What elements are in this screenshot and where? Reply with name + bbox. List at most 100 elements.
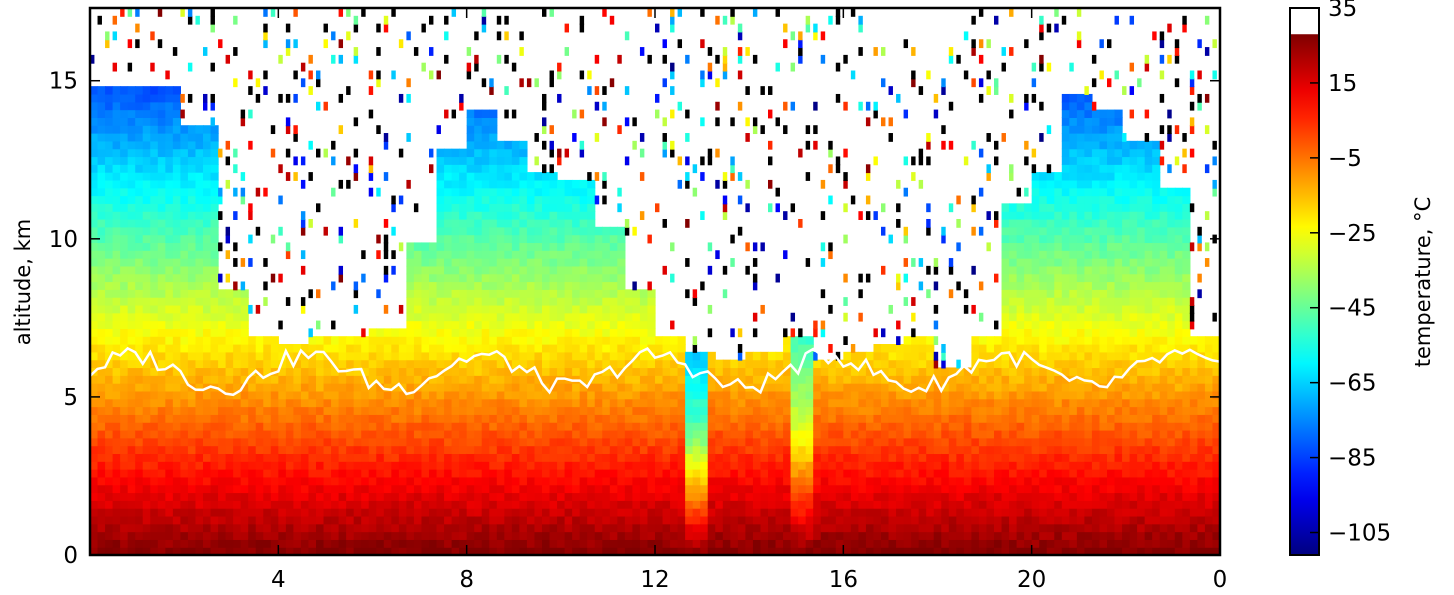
heatmap-cell xyxy=(413,273,423,283)
noise-cell xyxy=(127,62,133,72)
noise-cell xyxy=(926,203,931,213)
heatmap-cell xyxy=(127,390,136,400)
heatmap-cell xyxy=(90,344,99,353)
noise-cell xyxy=(662,148,667,158)
heatmap-cell xyxy=(112,250,121,259)
heatmap-cell xyxy=(896,344,905,353)
heatmap-cell xyxy=(572,500,581,509)
heatmap-cell xyxy=(504,414,513,423)
heatmap-cell xyxy=(828,539,837,548)
heatmap-cell xyxy=(255,422,264,431)
noise-cell xyxy=(436,125,441,135)
heatmap-cell xyxy=(542,539,551,548)
heatmap-cell xyxy=(685,414,694,423)
heatmap-cell xyxy=(496,289,505,298)
heatmap-cell xyxy=(632,500,641,509)
heatmap-cell xyxy=(157,172,166,181)
heatmap-cell xyxy=(624,515,633,525)
heatmap-cell xyxy=(587,367,596,376)
heatmap-cell xyxy=(120,226,129,236)
heatmap-cell xyxy=(489,265,498,275)
heatmap-cell xyxy=(308,398,317,408)
heatmap-cell xyxy=(572,281,581,290)
noise-cell xyxy=(300,265,306,275)
heatmap-cell xyxy=(624,539,633,548)
heatmap-cell xyxy=(187,234,197,244)
heatmap-cell xyxy=(316,344,325,353)
heatmap-cell xyxy=(361,523,370,533)
noise-cell xyxy=(285,125,291,135)
heatmap-cell xyxy=(474,187,483,197)
noise-cell xyxy=(685,156,690,166)
heatmap-cell xyxy=(594,242,603,251)
heatmap-cell xyxy=(218,344,227,353)
heatmap-cell xyxy=(451,328,460,337)
noise-cell xyxy=(391,70,396,80)
heatmap-cell xyxy=(383,492,392,501)
heatmap-cell xyxy=(519,273,528,283)
heatmap-cell xyxy=(820,476,829,486)
heatmap-cell xyxy=(225,359,234,369)
noise-cell xyxy=(293,133,298,142)
heatmap-cell xyxy=(519,218,528,228)
noise-cell xyxy=(715,15,720,25)
noise-cell xyxy=(768,203,773,213)
noise-cell xyxy=(210,8,215,17)
heatmap-cell xyxy=(248,437,257,447)
heatmap-cell xyxy=(429,461,438,470)
heatmap-cell xyxy=(768,422,777,431)
heatmap-cell xyxy=(225,422,234,431)
heatmap-cell xyxy=(338,515,347,525)
heatmap-cell xyxy=(639,515,649,525)
heatmap-cell xyxy=(549,312,558,322)
heatmap-cell xyxy=(534,461,543,470)
heatmap-cell xyxy=(300,515,310,525)
heatmap-cell xyxy=(745,375,754,384)
heatmap-cell xyxy=(534,453,543,462)
heatmap-cell xyxy=(542,172,551,181)
heatmap-cell xyxy=(165,359,174,369)
heatmap-cell xyxy=(112,117,121,126)
heatmap-cell xyxy=(112,476,121,486)
noise-cell xyxy=(918,156,924,166)
heatmap-cell xyxy=(489,211,498,220)
heatmap-cell xyxy=(602,383,611,392)
heatmap-cell xyxy=(421,312,430,322)
heatmap-cell xyxy=(760,367,769,376)
heatmap-cell xyxy=(692,523,701,533)
noise-cell xyxy=(722,62,728,72)
heatmap-cell xyxy=(504,258,513,267)
heatmap-cell xyxy=(150,101,159,111)
heatmap-cell xyxy=(594,265,603,275)
heatmap-cell xyxy=(504,476,513,486)
noise-cell xyxy=(150,62,155,72)
heatmap-cell xyxy=(850,508,859,517)
heatmap-cell xyxy=(655,453,664,462)
heatmap-cell xyxy=(587,242,596,251)
heatmap-cell xyxy=(142,398,151,408)
heatmap-cell xyxy=(948,445,957,455)
heatmap-cell xyxy=(790,383,799,392)
heatmap-cell xyxy=(135,195,144,204)
heatmap-cell xyxy=(948,422,957,431)
heatmap-cell xyxy=(195,320,204,329)
heatmap-cell xyxy=(526,328,536,337)
heatmap-cell xyxy=(338,531,347,540)
heatmap-cell xyxy=(594,476,603,486)
heatmap-cell xyxy=(542,461,551,470)
heatmap-cell xyxy=(542,492,551,501)
heatmap-cell xyxy=(127,531,136,540)
heatmap-cell xyxy=(511,508,520,517)
heatmap-cell xyxy=(444,383,453,392)
heatmap-cell xyxy=(413,523,423,533)
heatmap-cell xyxy=(587,359,596,369)
heatmap-cell xyxy=(602,226,611,236)
heatmap-cell xyxy=(353,515,362,525)
heatmap-cell xyxy=(707,437,716,447)
heatmap-cell xyxy=(873,453,882,462)
heatmap-cell xyxy=(436,242,445,251)
heatmap-cell xyxy=(361,476,370,486)
heatmap-cell xyxy=(293,515,302,525)
noise-cell xyxy=(722,289,728,299)
heatmap-cell xyxy=(587,422,596,431)
